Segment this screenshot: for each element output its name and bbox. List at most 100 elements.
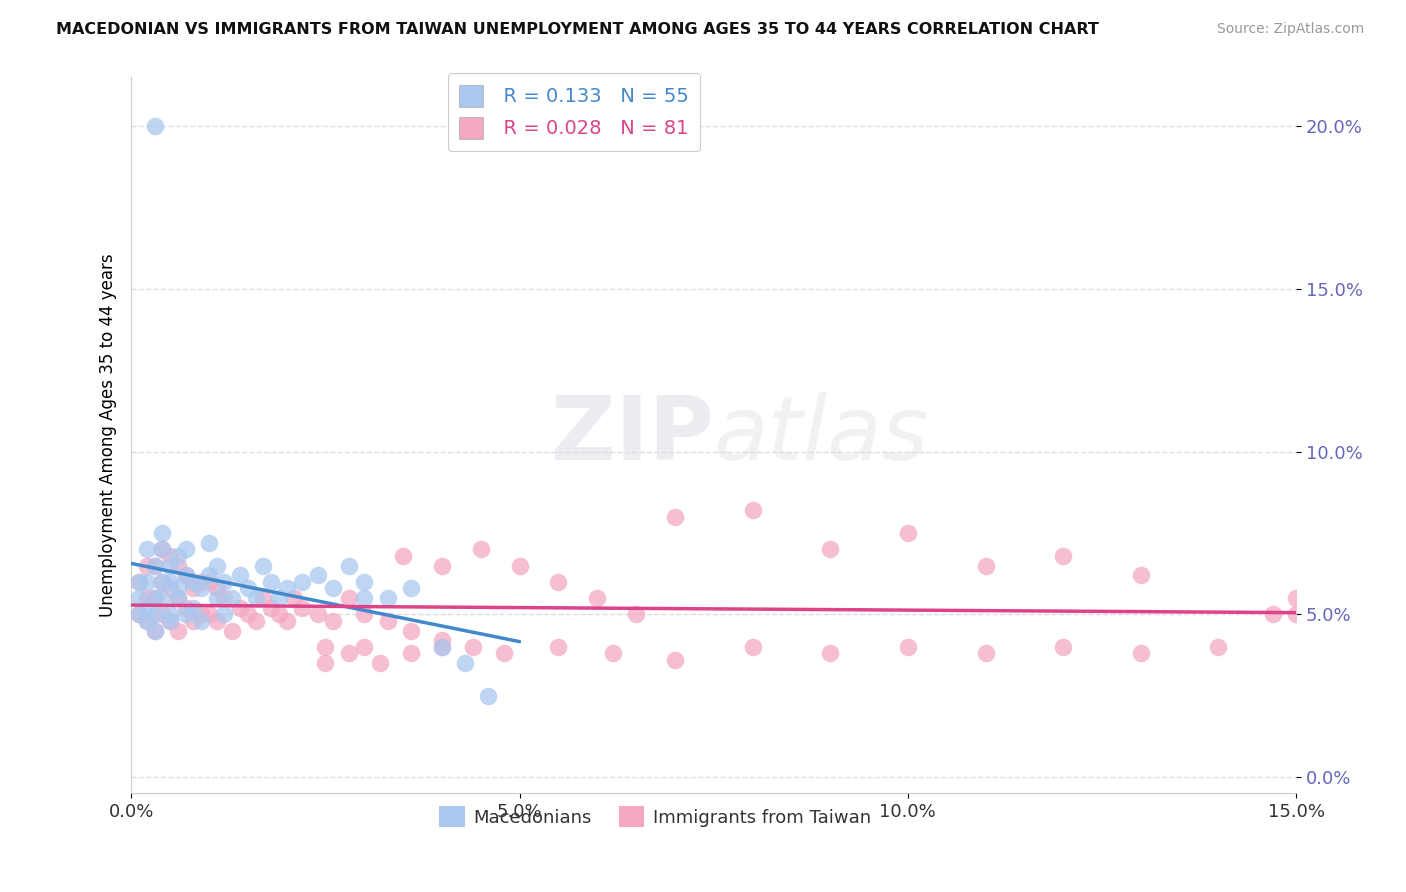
Point bbox=[183, 574, 205, 589]
Point bbox=[322, 614, 344, 628]
Y-axis label: Unemployment Among Ages 35 to 44 years: Unemployment Among Ages 35 to 44 years bbox=[100, 253, 117, 617]
Point bbox=[1285, 591, 1308, 606]
Point bbox=[143, 591, 166, 606]
Point bbox=[174, 600, 197, 615]
Text: Source: ZipAtlas.com: Source: ZipAtlas.com bbox=[1216, 22, 1364, 37]
Point bbox=[477, 689, 499, 703]
Point bbox=[260, 574, 283, 589]
Point bbox=[159, 582, 181, 596]
Point bbox=[205, 558, 228, 573]
Point bbox=[150, 574, 173, 589]
Point bbox=[198, 535, 221, 549]
Point bbox=[353, 607, 375, 622]
Point bbox=[174, 568, 197, 582]
Point bbox=[143, 624, 166, 638]
Point bbox=[430, 633, 453, 648]
Point bbox=[166, 591, 188, 606]
Point bbox=[664, 509, 686, 524]
Point bbox=[276, 582, 298, 596]
Point bbox=[509, 558, 531, 573]
Point bbox=[190, 582, 212, 596]
Point bbox=[198, 574, 221, 589]
Point bbox=[183, 582, 205, 596]
Point bbox=[818, 647, 841, 661]
Point bbox=[143, 558, 166, 573]
Point bbox=[183, 614, 205, 628]
Point bbox=[337, 591, 360, 606]
Point bbox=[150, 591, 173, 606]
Point bbox=[221, 591, 243, 606]
Point bbox=[353, 640, 375, 654]
Point bbox=[1208, 640, 1230, 654]
Point bbox=[430, 640, 453, 654]
Point bbox=[252, 558, 274, 573]
Point bbox=[236, 582, 259, 596]
Point bbox=[897, 526, 920, 541]
Point bbox=[128, 591, 150, 606]
Point bbox=[128, 574, 150, 589]
Point bbox=[159, 607, 181, 622]
Point bbox=[159, 614, 181, 628]
Point bbox=[741, 503, 763, 517]
Point bbox=[174, 607, 197, 622]
Point bbox=[135, 542, 157, 557]
Point bbox=[353, 591, 375, 606]
Point bbox=[283, 591, 305, 606]
Point bbox=[159, 614, 181, 628]
Point bbox=[166, 558, 188, 573]
Point bbox=[128, 607, 150, 622]
Point bbox=[260, 600, 283, 615]
Point bbox=[166, 582, 188, 596]
Point bbox=[229, 568, 252, 582]
Point bbox=[150, 526, 173, 541]
Point bbox=[353, 574, 375, 589]
Point bbox=[245, 614, 267, 628]
Point bbox=[229, 600, 252, 615]
Point bbox=[470, 542, 492, 557]
Point bbox=[166, 591, 188, 606]
Point bbox=[143, 624, 166, 638]
Point bbox=[337, 558, 360, 573]
Text: atlas: atlas bbox=[714, 392, 928, 478]
Point bbox=[377, 614, 399, 628]
Point bbox=[624, 607, 647, 622]
Point bbox=[143, 591, 166, 606]
Point bbox=[267, 591, 290, 606]
Point bbox=[399, 582, 422, 596]
Point bbox=[214, 607, 236, 622]
Point bbox=[337, 647, 360, 661]
Point bbox=[166, 624, 188, 638]
Point bbox=[974, 558, 997, 573]
Point bbox=[430, 640, 453, 654]
Point bbox=[198, 568, 221, 582]
Point bbox=[150, 542, 173, 557]
Point bbox=[741, 640, 763, 654]
Point bbox=[245, 591, 267, 606]
Point bbox=[399, 647, 422, 661]
Point bbox=[198, 607, 221, 622]
Point bbox=[205, 591, 228, 606]
Point bbox=[461, 640, 484, 654]
Point bbox=[190, 574, 212, 589]
Point bbox=[368, 656, 391, 670]
Point bbox=[190, 607, 212, 622]
Point bbox=[430, 558, 453, 573]
Point bbox=[454, 656, 477, 670]
Point bbox=[547, 574, 569, 589]
Point bbox=[150, 542, 173, 557]
Point bbox=[664, 653, 686, 667]
Point bbox=[399, 624, 422, 638]
Point bbox=[291, 574, 314, 589]
Point bbox=[377, 591, 399, 606]
Point bbox=[974, 647, 997, 661]
Point bbox=[143, 607, 166, 622]
Point bbox=[183, 600, 205, 615]
Point bbox=[214, 574, 236, 589]
Point bbox=[135, 591, 157, 606]
Point bbox=[602, 647, 624, 661]
Point bbox=[159, 558, 181, 573]
Point bbox=[267, 607, 290, 622]
Point bbox=[314, 656, 336, 670]
Point bbox=[135, 600, 157, 615]
Point bbox=[392, 549, 415, 563]
